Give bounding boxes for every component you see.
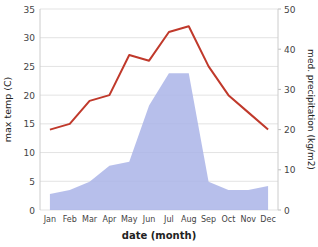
y2-tick-label: 0 (284, 206, 290, 216)
y-tick-label: 25 (24, 62, 35, 72)
grid-line (40, 9, 278, 10)
x-axis-label: date (month) (122, 230, 196, 241)
x-tick-label: Sep (201, 215, 216, 224)
x-tick-label: Jan (43, 215, 56, 224)
x-tick-label: Jun (142, 215, 156, 224)
y-tick-label: 20 (24, 91, 36, 101)
x-tick-label: Mar (82, 215, 98, 224)
y-axis-line (40, 9, 41, 210)
y2-tick-label: 50 (284, 5, 296, 15)
x-tick-label: Nov (240, 215, 256, 224)
x-tick-label: Feb (63, 215, 77, 224)
x-tick-label: Aug (181, 215, 197, 224)
y-tick-label: 35 (24, 5, 35, 15)
y2-tick-label: 40 (284, 45, 296, 55)
y-axis-label: max temp (C) (2, 77, 13, 143)
y-tick-label: 30 (24, 33, 36, 43)
y-tick-label: 0 (29, 206, 35, 216)
chart: 0 5 10 15 20 25 30 35 0 10 20 30 40 50 Jan Feb Mar Apr May… (0, 0, 318, 247)
y-tick-label: 15 (24, 119, 35, 129)
y2-tick-label: 30 (284, 85, 296, 95)
y-tick-label: 10 (24, 148, 36, 158)
x-tick-label: May (121, 215, 138, 224)
y-tick-label: 5 (29, 177, 35, 187)
grid-line (40, 66, 278, 67)
x-tick-label: Jul (163, 215, 174, 224)
x-tick-label: Apr (102, 215, 117, 224)
y2-tick-label: 10 (284, 165, 296, 175)
temperature-line (50, 26, 268, 129)
x-tick-label: Dec (260, 215, 275, 224)
precipitation-area (50, 73, 268, 210)
x-tick-label: Oct (221, 215, 235, 224)
grid-line (40, 37, 278, 38)
plot-area (50, 26, 268, 210)
y2-axis-line (278, 9, 279, 210)
y2-axis-label: med. precipitation (kg/m2) (306, 49, 316, 170)
y2-tick-label: 20 (284, 125, 296, 135)
